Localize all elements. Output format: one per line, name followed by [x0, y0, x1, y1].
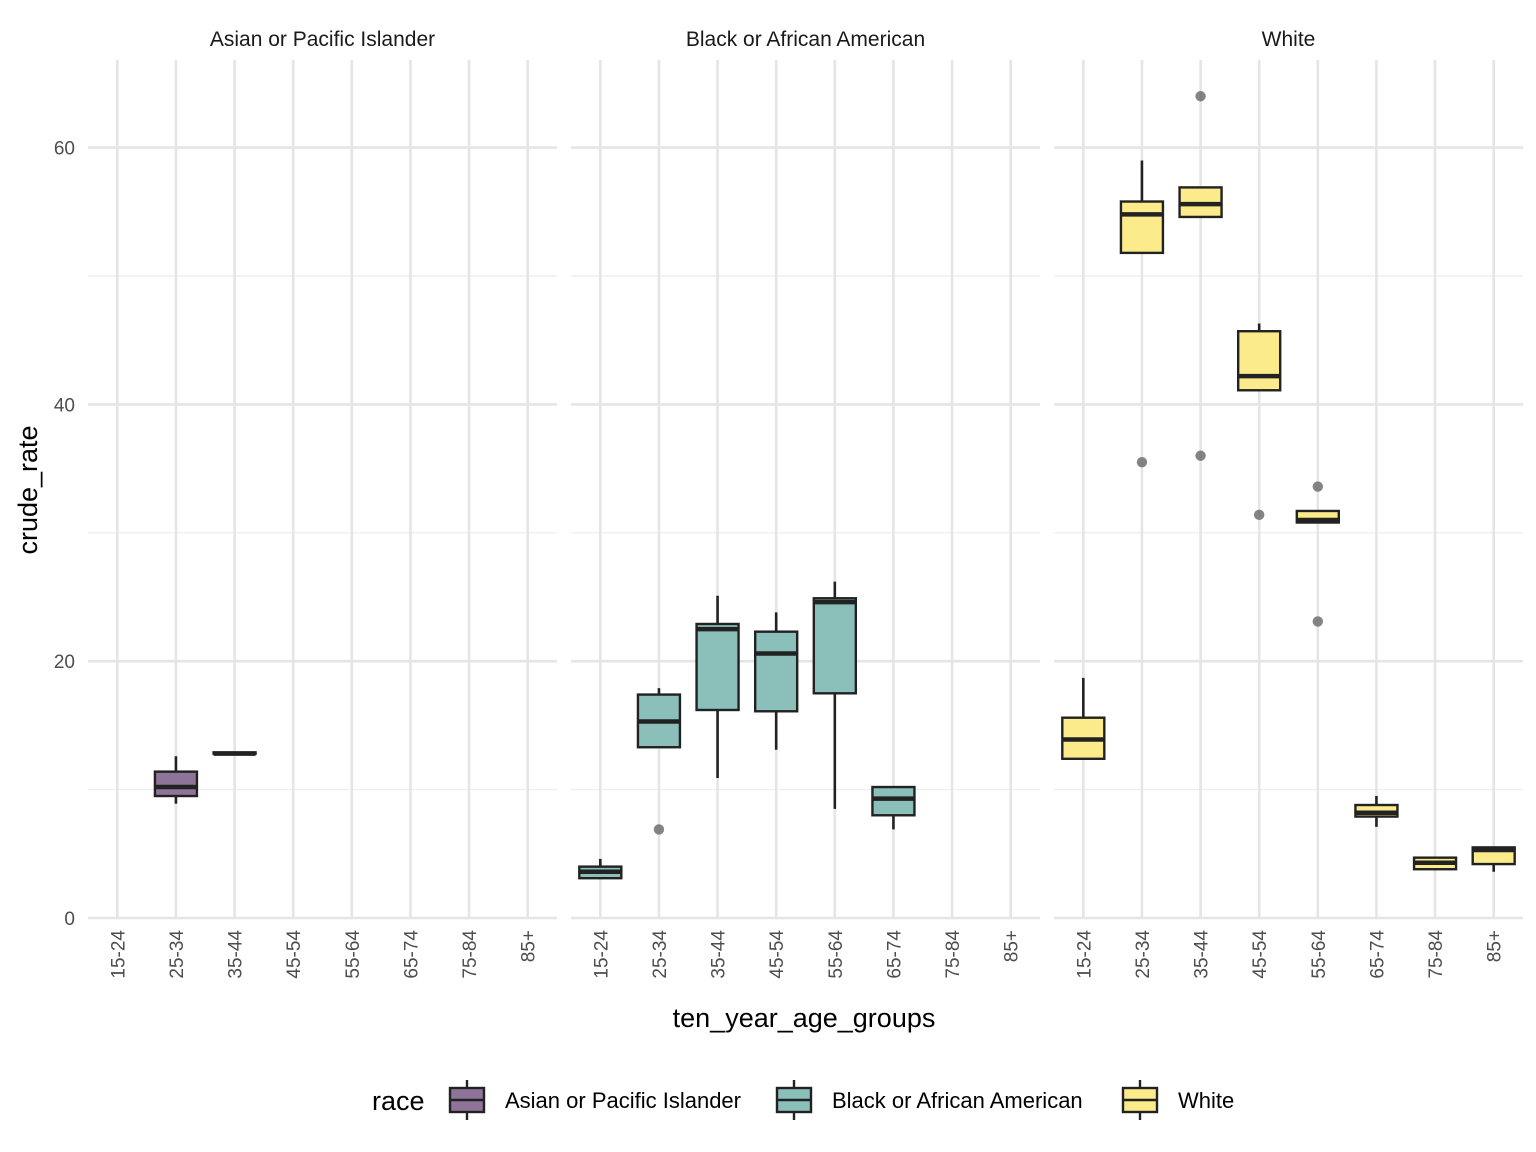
- legend-label: Black or African American: [832, 1088, 1083, 1113]
- x-tick-label: 45-54: [284, 930, 305, 979]
- box-55-64: [1295, 481, 1341, 627]
- outlier-point: [1195, 91, 1206, 102]
- legend-title: race: [372, 1086, 425, 1116]
- y-tick-label: 60: [54, 139, 75, 160]
- x-tick-label: 45-54: [767, 930, 788, 979]
- box-25-34: [1119, 160, 1165, 468]
- box-body: [1236, 330, 1282, 392]
- x-tick-label: 85+: [1002, 930, 1023, 962]
- facet-panel: Black or African American 15-24 25-34 35-44…: [571, 28, 1040, 979]
- legend: Asian or Pacific Islander Black or Africa…: [448, 1080, 1234, 1120]
- x-tick-label: 75-84: [1426, 930, 1447, 979]
- box-35-44: [212, 751, 257, 756]
- outlier-point: [1312, 616, 1324, 627]
- x-tick-label: 75-84: [943, 930, 964, 979]
- x-tick-label: 15-24: [591, 930, 612, 979]
- y-tick-label: 0: [64, 909, 75, 930]
- x-axis-title: ten_year_age_groups: [673, 1003, 936, 1033]
- x-tick-label: 85+: [519, 930, 540, 962]
- box-15-24: [1061, 677, 1106, 760]
- outlier-point: [1195, 450, 1206, 461]
- outlier-point: [1312, 481, 1324, 492]
- legend-label: White: [1178, 1088, 1234, 1113]
- box-body: [1295, 509, 1341, 524]
- facet-title: White: [1262, 28, 1316, 51]
- outlier-point: [653, 824, 665, 835]
- box-45-54: [753, 612, 799, 750]
- facet-panel: Asian or Pacific Islander 15-24 25-34 35-44…: [88, 28, 557, 979]
- x-tick-label: 75-84: [460, 930, 481, 979]
- outlier-point: [1136, 456, 1148, 468]
- box-65-74: [1354, 796, 1399, 827]
- x-tick-label: 15-24: [1074, 930, 1095, 979]
- y-tick-label: 20: [54, 652, 75, 673]
- x-tick-label: 15-24: [108, 930, 129, 979]
- y-tick-label: 40: [54, 395, 75, 416]
- x-tick-label: 65-74: [401, 930, 422, 979]
- box-body: [812, 597, 858, 695]
- x-tick-label: 25-34: [167, 930, 188, 979]
- box-body: [153, 770, 199, 798]
- outlier-point: [1253, 509, 1265, 521]
- x-tick-label: 25-34: [650, 930, 671, 979]
- facet-panel: White 15-24 25-34 35-44 45-54 55-64 65-74 75-84…: [1054, 28, 1523, 979]
- x-tick-label: 55-64: [343, 930, 364, 979]
- legend-entry: Asian or Pacific Islander: [448, 1080, 741, 1120]
- legend-entry: White: [1121, 1080, 1234, 1120]
- x-tick-label: 55-64: [1309, 930, 1330, 979]
- x-tick-label: 35-44: [226, 930, 247, 979]
- box-body: [871, 785, 916, 817]
- x-tick-label: 25-34: [1133, 930, 1154, 979]
- legend-label: Asian or Pacific Islander: [505, 1088, 741, 1113]
- x-tick-label: 85+: [1485, 930, 1506, 962]
- box-body: [1119, 200, 1165, 255]
- x-tick-label: 65-74: [884, 930, 905, 979]
- x-tick-label: 55-64: [826, 930, 847, 979]
- box-body: [753, 630, 799, 713]
- legend-entry: Black or African American: [775, 1080, 1083, 1120]
- x-tick-label: 65-74: [1367, 930, 1388, 979]
- y-axis-ticks: 0 20 40 60: [54, 139, 75, 930]
- facet-title: Black or African American: [686, 28, 925, 51]
- box-15-24: [578, 858, 623, 880]
- x-tick-label: 35-44: [709, 930, 730, 979]
- box-25-34: [153, 756, 199, 804]
- box-body: [695, 622, 740, 712]
- y-axis-title: crude_rate: [13, 425, 43, 554]
- box-75-84: [1412, 856, 1458, 871]
- box-65-74: [871, 785, 916, 830]
- facet-panels: Asian or Pacific Islander 15-24 25-34 35-44…: [88, 28, 1523, 979]
- box-85+: [1471, 846, 1516, 872]
- box-35-44: [695, 595, 740, 779]
- box-35-44: [1178, 91, 1223, 461]
- box-55-64: [812, 581, 858, 809]
- box-25-34: [636, 688, 682, 835]
- facet-title: Asian or Pacific Islander: [210, 28, 435, 51]
- x-tick-label: 35-44: [1192, 930, 1213, 979]
- box-45-54: [1236, 323, 1282, 521]
- x-tick-label: 45-54: [1250, 930, 1271, 979]
